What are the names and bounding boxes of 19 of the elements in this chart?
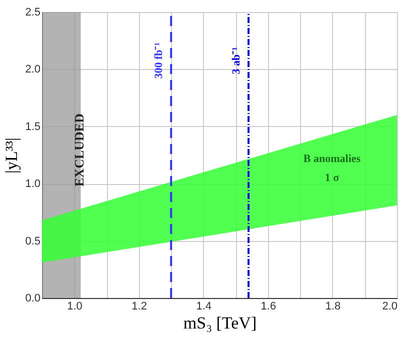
x-axis-title: mS₃ [TeV] [183, 314, 257, 332]
x-tick-label: 1.6 [260, 300, 276, 312]
y-tick-label: 1.5 [25, 120, 40, 133]
annotation: 1 σ [324, 172, 340, 184]
ref-line-label: 300 fb⁻¹ [153, 42, 166, 79]
x-tick-label: 1.0 [67, 300, 82, 312]
y-tick-label: 0.0 [25, 292, 40, 304]
x-tick-label: 1.8 [325, 300, 341, 312]
y-tick-label: 2.0 [25, 64, 40, 76]
y-tick-label: 1.0 [25, 178, 40, 190]
ref-line-label: 3 ab⁻¹ [230, 47, 243, 74]
annotation: B anomalies [303, 153, 362, 165]
x-tick-label: 1.4 [196, 300, 212, 312]
y-tick-label: 2.5 [25, 6, 40, 18]
x-tick-label: 1.2 [132, 300, 147, 312]
band-label: EXCLUDED [71, 114, 86, 186]
x-tick-label: 2.0 [382, 300, 398, 312]
y-axis-title: |yL³³| [2, 138, 22, 174]
y-tick-label: 0.5 [25, 235, 40, 248]
